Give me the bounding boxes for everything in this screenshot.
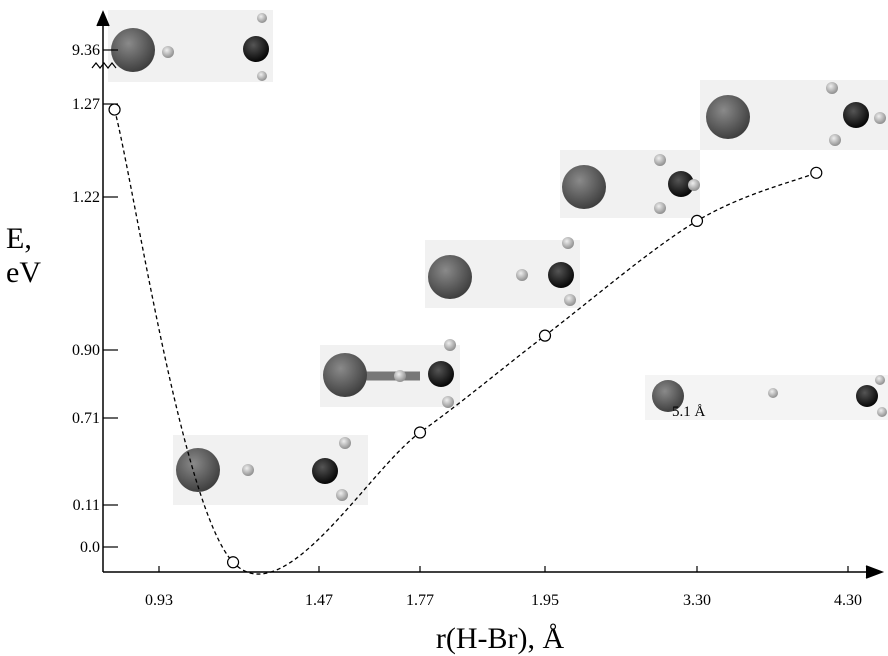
y-tick-label: 0.90	[72, 342, 100, 359]
y-tick-label: 9.36	[72, 42, 100, 59]
x-tick-label: 1.47	[305, 592, 333, 609]
y-tick-label: 0.0	[80, 539, 100, 556]
x-tick-label: 1.77	[406, 592, 434, 609]
data-point	[810, 166, 823, 179]
x-tick-label: 3.30	[683, 592, 711, 609]
axes	[96, 10, 885, 579]
y-tick-label: 0.71	[72, 410, 100, 427]
x-tick-label: 0.93	[145, 592, 173, 609]
y-tick-label: 0.11	[73, 497, 100, 514]
x-tick-label: 1.95	[531, 592, 559, 609]
data-point	[538, 329, 552, 342]
y-axis-label: eV	[6, 256, 41, 289]
data-point	[226, 556, 240, 569]
x-tick-label: 4.30	[834, 592, 862, 609]
data-point	[108, 103, 121, 116]
y-tick-label: 1.22	[72, 189, 100, 206]
y-axis-label: E,	[6, 222, 32, 255]
axis-break	[91, 62, 117, 69]
y-tick-label: 1.27	[72, 96, 100, 113]
data-point	[413, 426, 427, 439]
molecules	[108, 10, 888, 505]
data-point	[690, 214, 704, 228]
x-axis-label: r(H-Br), Å	[436, 622, 565, 655]
annotation: 5.1 Å	[672, 404, 706, 420]
